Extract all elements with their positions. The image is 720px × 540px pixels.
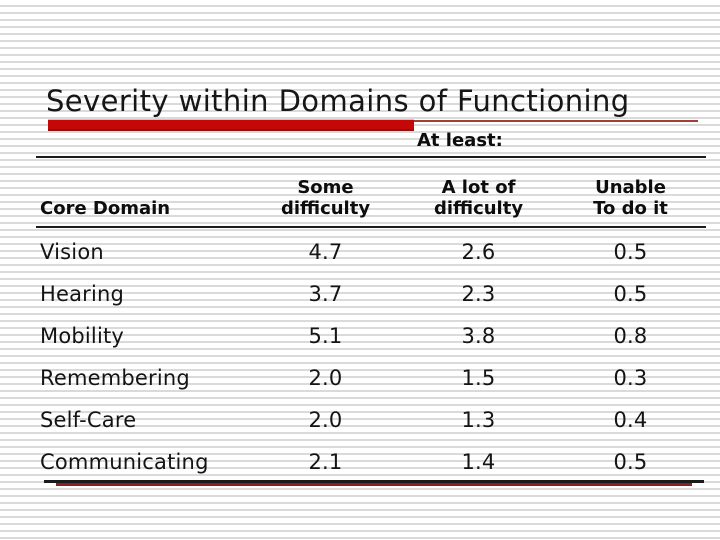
at-least-label: At least:	[417, 130, 503, 151]
header-line2: To do it	[593, 198, 668, 219]
value-cell: 0.4	[613, 408, 648, 432]
header-cell-a-lot-of-difficulty: A lot of difficulty	[402, 177, 555, 219]
header-line2: difficulty	[280, 198, 371, 219]
table-bottom-red-rule	[56, 483, 692, 486]
header-line1: A lot of	[441, 177, 516, 198]
value-cell: 0.8	[613, 324, 648, 348]
row-label: Vision	[40, 240, 104, 264]
value-cell: 0.3	[613, 366, 648, 390]
row-label: Mobility	[40, 324, 125, 348]
value-cell: 3.7	[308, 282, 343, 306]
value-cell: 2.3	[461, 282, 496, 306]
value-cell: 1.4	[461, 450, 496, 474]
value-cell: 3.8	[461, 324, 496, 348]
value-cell: 2.1	[308, 450, 343, 474]
header-line1: Unable	[595, 177, 666, 198]
header-cell-unable-to-do-it: Unable To do it	[555, 177, 706, 219]
value-cell: 2.0	[308, 366, 343, 390]
table-row: Remembering 2.0 1.5 0.3	[36, 354, 706, 396]
header-cell-core-domain: Core Domain	[36, 198, 249, 219]
table-row: Hearing 3.7 2.3 0.5	[36, 270, 706, 312]
value-cell: 0.5	[613, 282, 648, 306]
table-row: Mobility 5.1 3.8 0.8	[36, 312, 706, 354]
header-cell-some-difficulty: Some difficulty	[249, 177, 402, 219]
row-label: Hearing	[40, 282, 125, 306]
table-row: Communicating 2.1 1.4 0.5	[36, 438, 706, 480]
title-underline-red-bar	[48, 119, 414, 131]
value-cell: 0.5	[613, 450, 648, 474]
value-cell: 4.7	[308, 240, 343, 264]
value-cell: 5.1	[308, 324, 343, 348]
header-line2: difficulty	[433, 198, 524, 219]
table-bottom-black-rule	[44, 480, 704, 483]
value-cell: 2.0	[308, 408, 343, 432]
value-cell: 1.5	[461, 366, 496, 390]
row-label: Remembering	[40, 366, 190, 390]
value-cell: 1.3	[461, 408, 496, 432]
value-cell: 0.5	[613, 240, 648, 264]
table-header-row: Core Domain Some difficulty A lot of dif…	[36, 156, 706, 228]
row-label: Communicating	[40, 450, 209, 474]
header-line1: Some	[297, 177, 354, 198]
table-row: Vision 4.7 2.6 0.5	[36, 228, 706, 270]
header-line2: Core Domain	[40, 198, 171, 219]
table-row: Self-Care 2.0 1.3 0.4	[36, 396, 706, 438]
row-label: Self-Care	[40, 408, 137, 432]
value-cell: 2.6	[461, 240, 496, 264]
slide-title: Severity within Domains of Functioning	[46, 84, 630, 118]
severity-table: Core Domain Some difficulty A lot of dif…	[36, 156, 706, 480]
